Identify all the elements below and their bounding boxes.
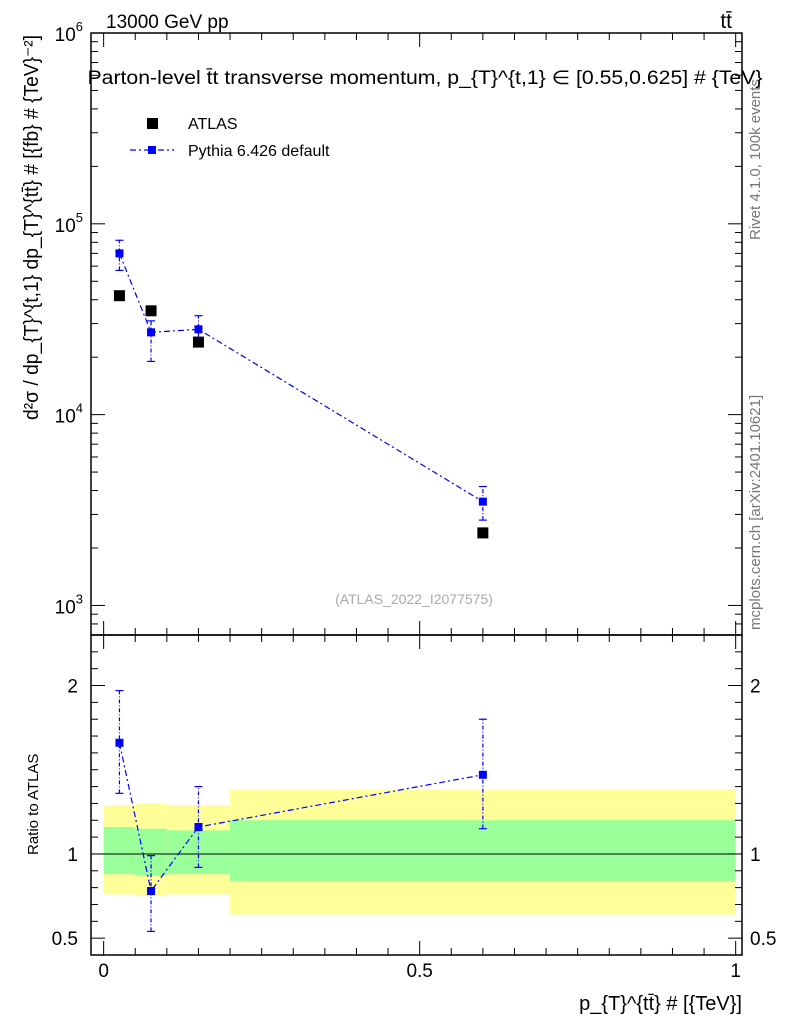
legend-pythia-label: Pythia 6.426 default: [188, 143, 330, 160]
main-y-axis-label: d²σ / dp_{T}^{t,1} dp_{T}^{tt̄} # [{fb} …: [21, 35, 43, 420]
ratio-pythia-point: [115, 738, 124, 747]
ratio-pythia-point: [194, 823, 203, 831]
ratio-inner-band: [135, 828, 167, 876]
pythia-point: [478, 497, 487, 506]
main-series-layer: [113, 239, 489, 539]
ratio-y-tick-label-right: 2: [750, 677, 761, 698]
main-plot-title: Parton-level t̄t transverse momentum, p_…: [88, 68, 763, 89]
rivet-label: Rivet 4.1.0, 100k events: [747, 79, 764, 240]
process-label: tt̄: [720, 10, 732, 33]
main-watermark: (ATLAS_2022_I2077575): [335, 591, 493, 607]
ratio-tick-labels: 0.5 0.5 1 1 2 2 0 0.5 1: [52, 677, 777, 982]
main-plot-panel: Parton-level t̄t transverse momentum, p_…: [21, 19, 763, 636]
mcplots-label: mcplots.cern.ch [arXiv:2401.10621]: [747, 395, 764, 630]
ratio-y-axis-label: Ratio to ATLAS: [25, 754, 42, 855]
energy-label: 13000 GeV pp: [106, 12, 229, 33]
atlas-point: [477, 527, 489, 539]
legend-atlas-marker: [147, 118, 158, 129]
ratio-inner-band: [103, 827, 136, 875]
pythia-series-line: [118, 253, 484, 503]
ratio-y-tick-label-right: 0.5: [750, 929, 776, 950]
ratio-inner-band: [230, 820, 736, 881]
ratio-y-tick-label: 1: [67, 845, 78, 866]
atlas-point: [192, 336, 204, 348]
ratio-plot-frame: [90, 634, 743, 956]
legend-pythia-marker: [148, 146, 156, 154]
atlas-point: [113, 290, 125, 302]
x-tick-label: 1: [730, 961, 741, 982]
ratio-pythia-point: [147, 887, 156, 895]
ratio-uncertainty-bands: [103, 789, 736, 915]
x-tick-label: 0: [98, 961, 109, 982]
main-y-tick-label: 103: [55, 591, 83, 618]
pythia-point: [115, 249, 124, 258]
pythia-point: [147, 328, 156, 337]
main-y-tick-labels: 103 104 105 106: [55, 19, 83, 618]
ratio-y-tick-label-right: 1: [750, 845, 761, 866]
x-axis-label: p_{T}^{tt̄} # [{TeV}]: [579, 993, 742, 1015]
ratio-y-tick-label: 0.5: [52, 929, 78, 950]
main-y-tick-label: 105: [55, 210, 83, 237]
main-y-tick-label: 106: [55, 19, 83, 46]
pythia-point: [194, 325, 203, 334]
atlas-point: [145, 305, 157, 317]
legend-atlas-label: ATLAS: [188, 116, 238, 133]
ratio-series-layer: [115, 689, 487, 933]
ratio-pythia-point: [478, 770, 487, 779]
ratio-plot-panel: 0.5 0.5 1 1 2 2 0 0.5 1 Ratio to ATLAS p_{T}^{tt…: [25, 634, 777, 1015]
ratio-pythia-line: [118, 742, 483, 893]
legend: ATLAS Pythia 6.426 default: [130, 116, 330, 160]
x-tick-label: 0.5: [406, 961, 432, 982]
main-y-tick-label: 104: [55, 401, 83, 428]
ratio-y-tick-label: 2: [67, 677, 78, 698]
